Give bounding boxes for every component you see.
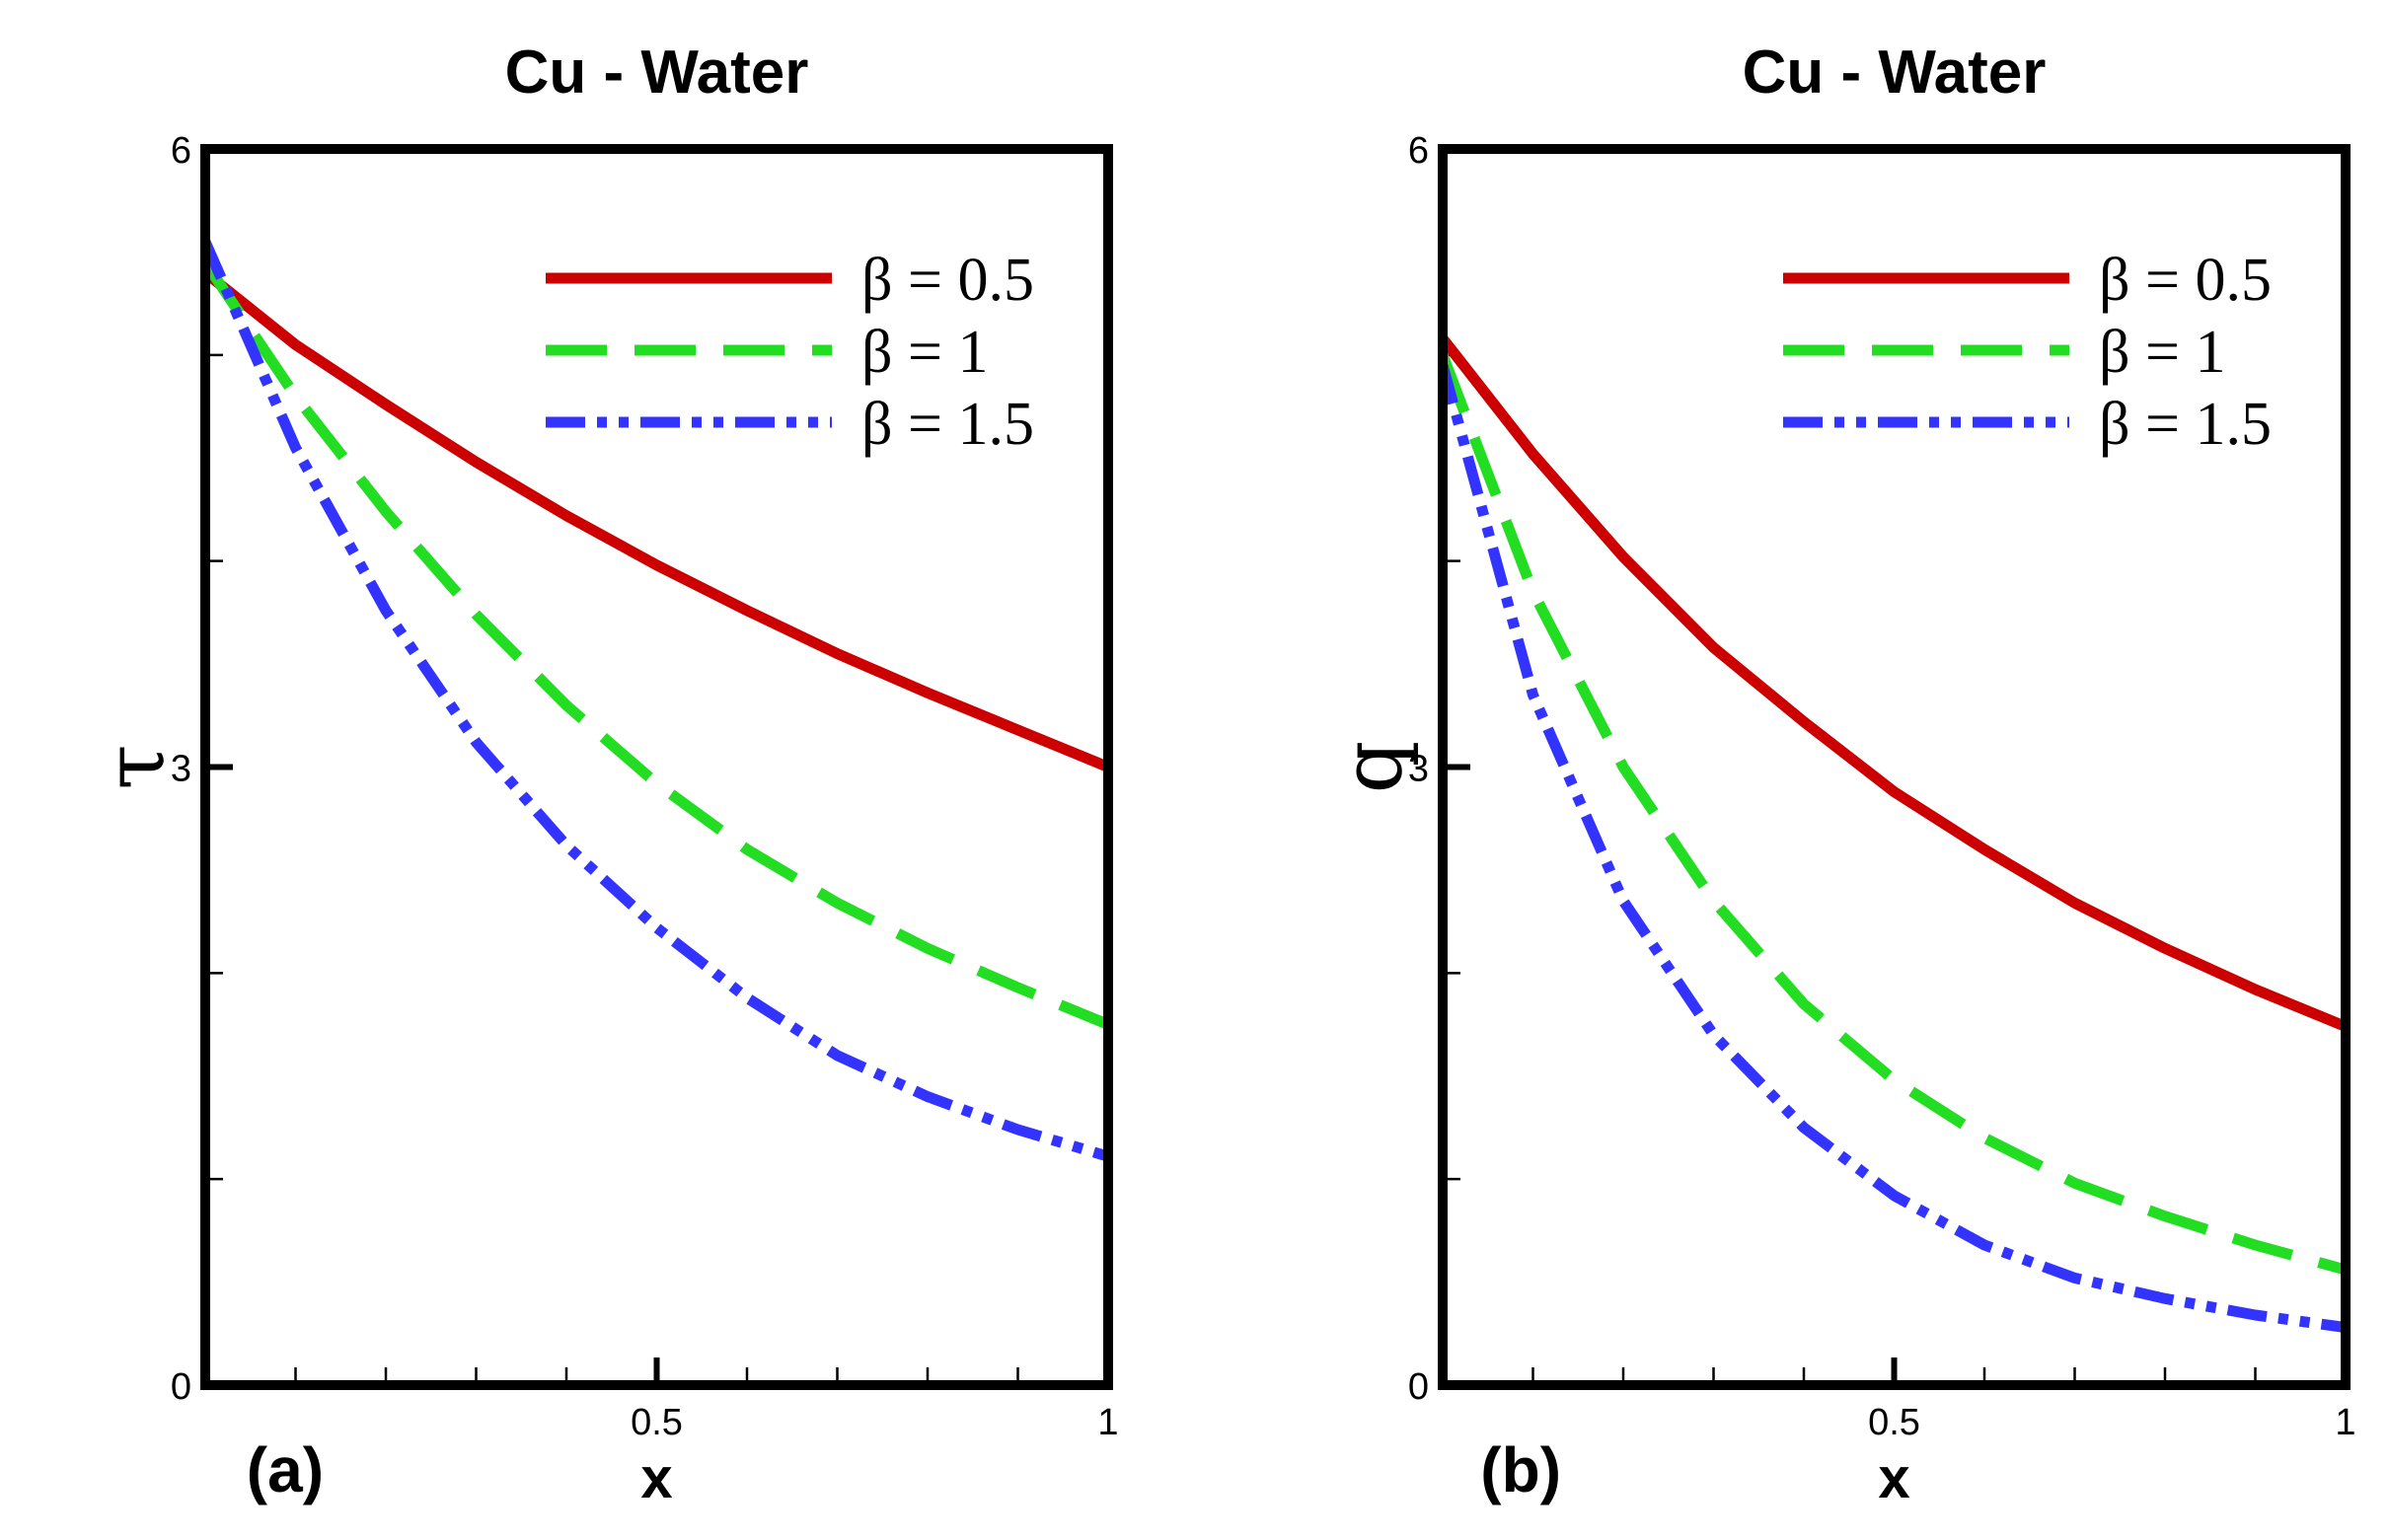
plot-frame [1438,144,2351,1390]
y-tick-label: 0 [1408,1366,1429,1408]
panel-label: (b) [1480,1434,1561,1505]
legend-label-1: β = 0.5 [2099,247,2272,314]
x-axis-label: x [640,1446,672,1510]
chart-panel-2: Cu - Water 0.5 1 0 3 6 x q (b) β = 0.5β = 1β = 1.… [1323,38,2355,1510]
y-tick-label: 3 [171,749,191,790]
series-line-2 [1443,352,2346,1276]
series-line-1 [205,268,1108,772]
legend-label-3: β = 1.5 [2099,391,2272,458]
x-tick-label: 0.5 [1868,1402,1920,1443]
y-tick-label: 6 [171,130,191,172]
x-tick-label: 0.5 [631,1402,683,1443]
y-axis-label: τ [86,744,183,789]
chart-title: Cu - Water [505,38,809,107]
chart-title: Cu - Water [1743,38,2047,107]
y-axis-label: q [1323,741,1420,794]
legend-label-2: β = 1 [861,319,989,386]
x-tick-label: 1 [2335,1402,2355,1443]
y-tick-label: 0 [171,1366,191,1408]
legend-label-3: β = 1.5 [861,391,1034,458]
x-tick-label: 1 [1097,1402,1118,1443]
plot-frame [200,144,1113,1390]
chart-panel-1: Cu - Water 0.5 1 0 3 6 x τ (a) β = 0.5β = 1β = 1.… [86,38,1118,1510]
legend: β = 0.5β = 1β = 1.5 [1783,247,2272,458]
y-tick-label: 6 [1408,130,1429,172]
series-line-3 [1443,363,2346,1333]
legend: β = 0.5β = 1β = 1.5 [546,247,1034,458]
x-axis-label: x [1878,1446,1909,1510]
legend-label-2: β = 1 [2099,319,2226,386]
y-tick-label: 3 [1408,749,1429,790]
panel-label: (a) [247,1434,324,1505]
series-line-1 [1443,334,2346,1032]
legend-label-1: β = 0.5 [861,247,1034,314]
